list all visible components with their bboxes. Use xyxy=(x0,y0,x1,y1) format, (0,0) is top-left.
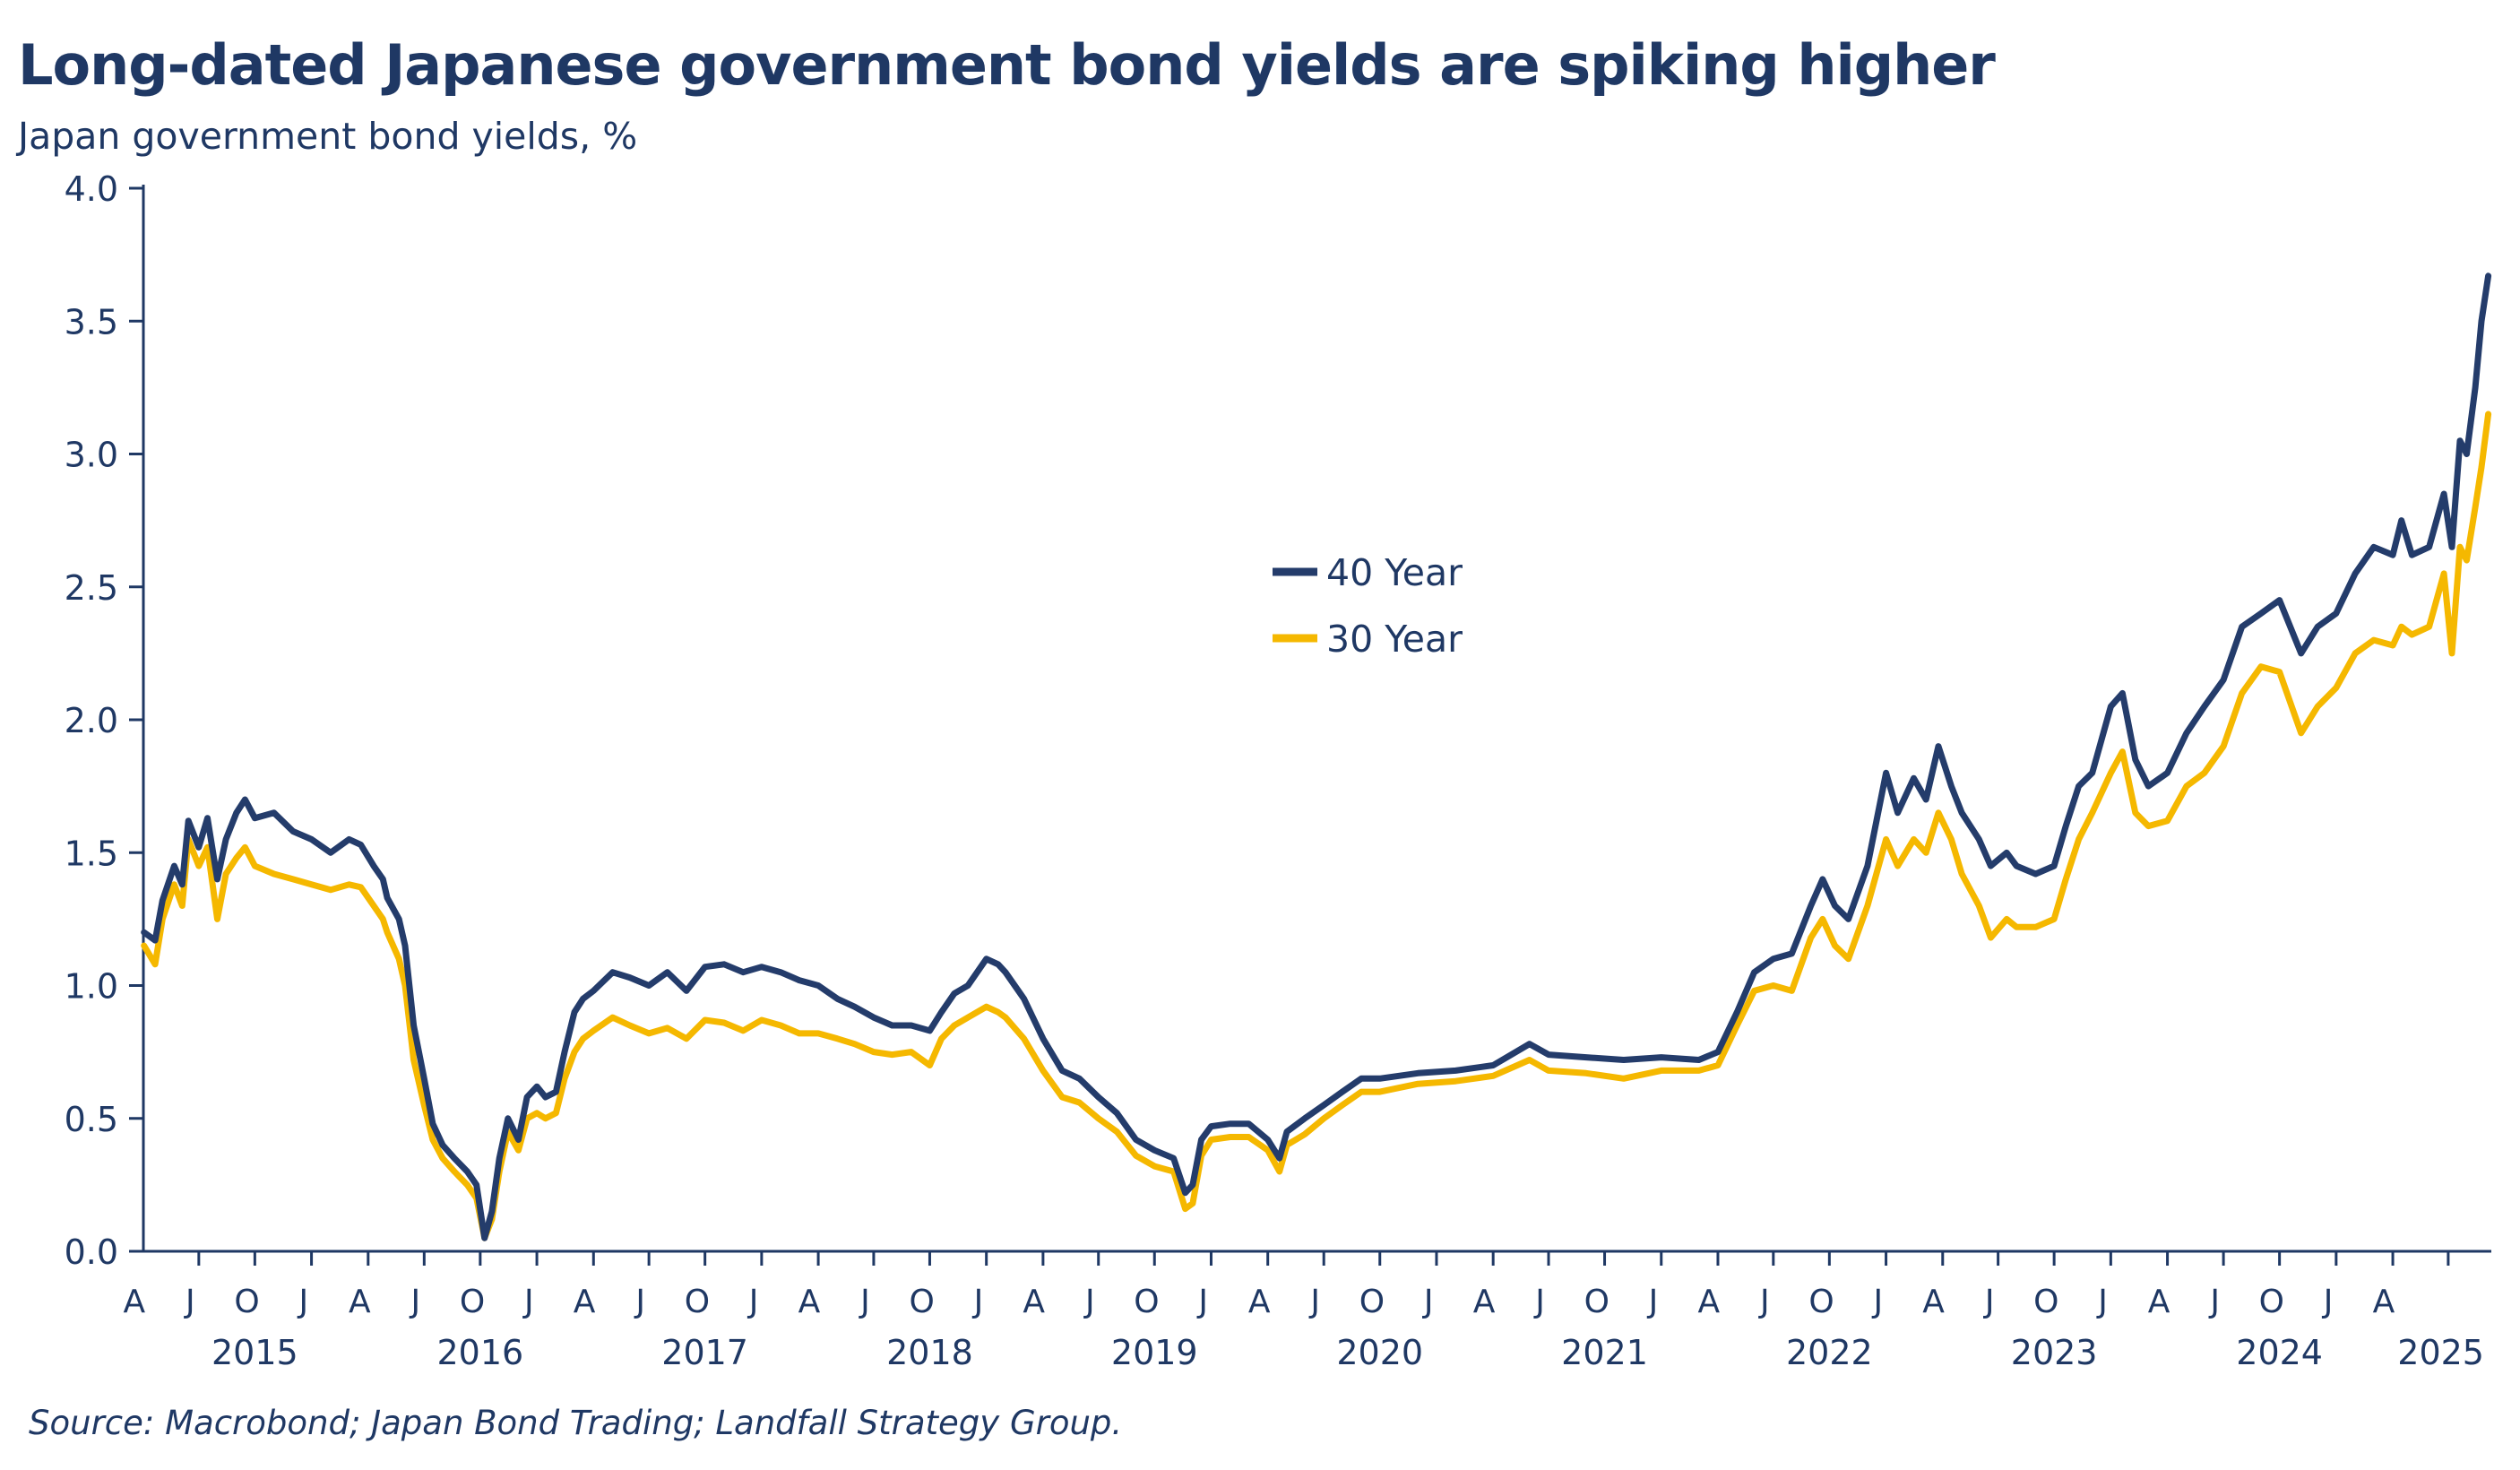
x-month-label: A xyxy=(574,1284,596,1320)
x-month-label: O xyxy=(1134,1284,1159,1320)
x-month-label: A xyxy=(1248,1284,1271,1320)
x-month-label: O xyxy=(1584,1284,1610,1320)
x-month-label: O xyxy=(2033,1284,2058,1320)
x-year-label: 2017 xyxy=(661,1333,748,1372)
x-month-label: J xyxy=(2322,1284,2334,1320)
legend-label-40-year: 40 Year xyxy=(1326,551,1463,594)
x-month-label: J xyxy=(1533,1284,1545,1320)
x-year-label: 2019 xyxy=(1111,1333,1198,1372)
legend-label-30-year: 30 Year xyxy=(1326,618,1463,661)
x-month-label: O xyxy=(460,1284,485,1320)
x-year-label: 2023 xyxy=(2011,1333,2098,1372)
x-month-label: J xyxy=(297,1284,308,1320)
x-month-label: O xyxy=(685,1284,710,1320)
y-tick-label: 0.5 xyxy=(65,1100,118,1139)
x-month-label: J xyxy=(1983,1284,1995,1320)
x-month-label: O xyxy=(909,1284,934,1320)
x-year-label: 2025 xyxy=(2397,1333,2484,1372)
series-line-30-year xyxy=(141,411,2492,1241)
x-month-label: J xyxy=(747,1284,759,1320)
x-month-label: A xyxy=(124,1284,146,1320)
x-year-label: 2021 xyxy=(1561,1333,1648,1372)
x-month-label: O xyxy=(1359,1284,1385,1320)
series-layer xyxy=(141,272,2492,1241)
y-tick-label: 3.5 xyxy=(65,302,118,342)
x-month-label: A xyxy=(349,1284,371,1320)
x-month-label: J xyxy=(2096,1284,2108,1320)
x-month-label: J xyxy=(522,1284,534,1320)
y-tick-label: 2.5 xyxy=(65,568,118,608)
y-tick-label: 1.5 xyxy=(65,834,118,873)
x-month-label: A xyxy=(2373,1284,2395,1320)
x-year-label: 2016 xyxy=(436,1333,523,1372)
x-month-label: J xyxy=(1196,1284,1208,1320)
y-axis: 0.0 0.5 1.0 1.5 2.0 2.5 3.0 3.5 4.0 xyxy=(65,169,145,1272)
y-tick-label: 3.0 xyxy=(65,436,118,475)
x-month-label: J xyxy=(972,1284,984,1320)
x-month-label: J xyxy=(634,1284,645,1320)
x-month-label: A xyxy=(1922,1284,1945,1320)
chart-title: Long-dated Japanese government bond yiel… xyxy=(18,32,1996,98)
chart-subtitle: Japan government bond yields, % xyxy=(18,115,638,158)
x-month-label: O xyxy=(1808,1284,1834,1320)
x-month-label: J xyxy=(2208,1284,2220,1320)
x-month-label: A xyxy=(2148,1284,2170,1320)
x-month-label: A xyxy=(1023,1284,1045,1320)
x-year-label: 2020 xyxy=(1336,1333,1423,1372)
y-tick-label: 4.0 xyxy=(65,169,118,209)
y-tick-label: 2.0 xyxy=(65,701,118,740)
y-tick-label: 1.0 xyxy=(65,967,118,1007)
x-month-label: A xyxy=(1473,1284,1496,1320)
x-year-label: 2018 xyxy=(886,1333,973,1372)
x-year-label: 2024 xyxy=(2236,1333,2323,1372)
y-tick-label: 0.0 xyxy=(65,1232,118,1272)
source-note: Source: Macrobond; Japan Bond Trading; L… xyxy=(29,1404,1123,1442)
x-year-label: 2015 xyxy=(211,1333,298,1372)
x-month-label: A xyxy=(1697,1284,1720,1320)
x-month-label: J xyxy=(1422,1284,1434,1320)
x-month-label: O xyxy=(234,1284,259,1320)
x-month-label: J xyxy=(184,1284,195,1320)
x-month-label: J xyxy=(859,1284,870,1320)
x-month-label: J xyxy=(1758,1284,1770,1320)
series-line-40-year xyxy=(141,272,2492,1241)
legend: 40 Year 30 Year xyxy=(1273,551,1463,661)
x-month-label: J xyxy=(410,1284,421,1320)
x-year-label: 2022 xyxy=(1786,1333,1873,1372)
x-month-label: J xyxy=(1871,1284,1883,1320)
x-month-label: O xyxy=(2259,1284,2284,1320)
x-month-label: J xyxy=(1308,1284,1320,1320)
x-month-label: A xyxy=(798,1284,821,1320)
x-month-label: J xyxy=(1083,1284,1095,1320)
x-month-label: J xyxy=(1647,1284,1659,1320)
